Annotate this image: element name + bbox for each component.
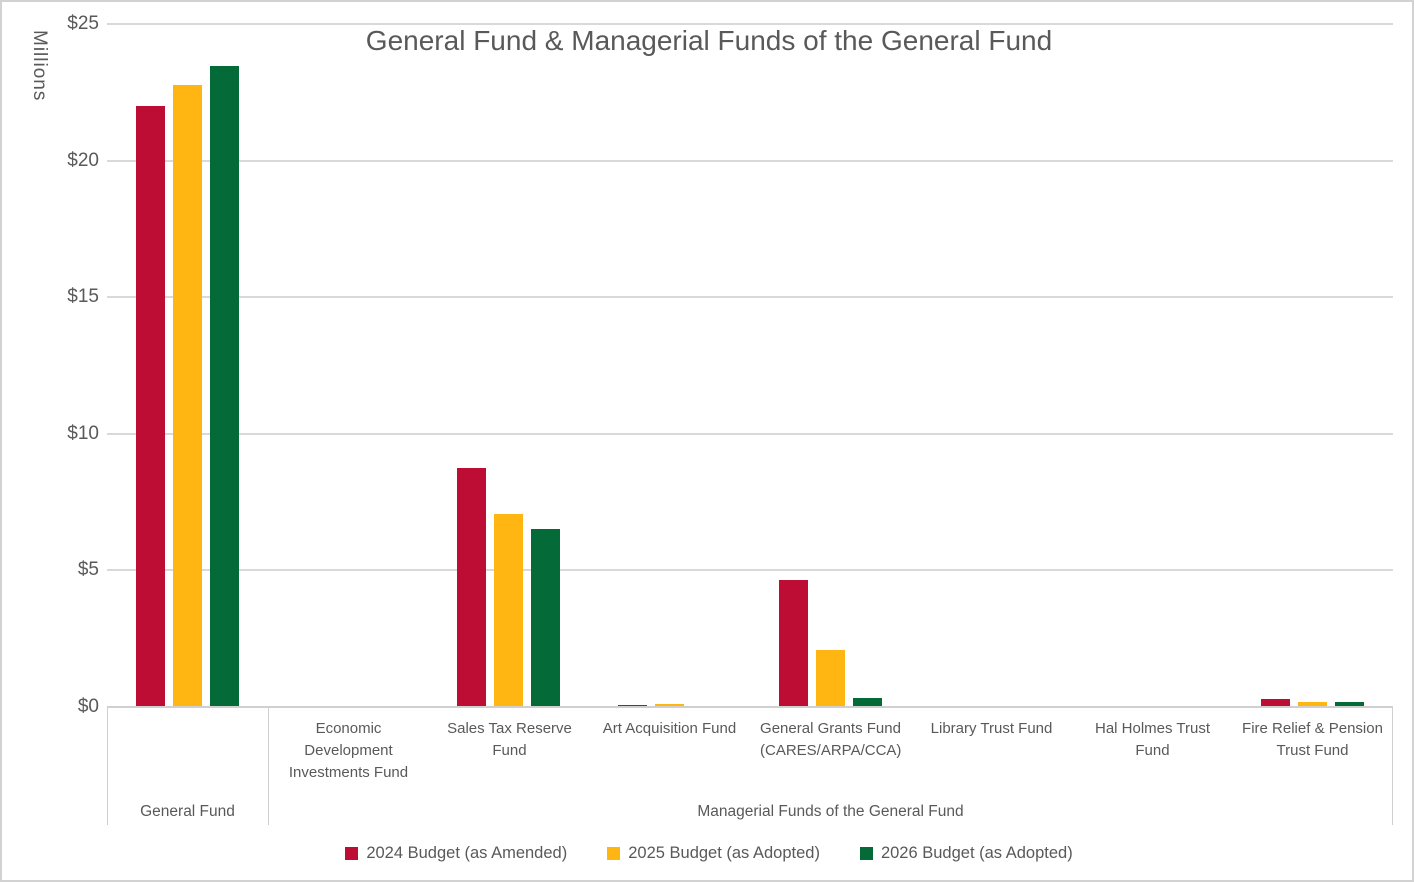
category-label: Sales Tax Reserve Fund <box>447 720 572 759</box>
category-label: General Grants Fund (CARES/ARPA/CCA) <box>760 720 902 759</box>
bar <box>1335 702 1364 707</box>
bar <box>779 580 808 707</box>
category-divider <box>107 707 108 825</box>
legend: 2024 Budget (as Amended) 2025 Budget (as … <box>2 844 1412 863</box>
gridline <box>107 569 1393 572</box>
y-axis-tick-label: $0 <box>77 696 99 717</box>
bar <box>531 529 560 707</box>
bar <box>1298 702 1327 707</box>
category-label: Fire Relief & Pension Trust Fund <box>1242 720 1383 759</box>
gridline <box>107 23 1393 25</box>
y-axis-tick-label: $20 <box>67 149 99 171</box>
bar <box>494 514 523 707</box>
y-axis-tick-label: $5 <box>77 559 99 581</box>
legend-label: 2026 Budget (as Adopted) <box>880 844 1073 862</box>
category-divider <box>268 707 269 825</box>
category-label: Hal Holmes Trust Fund <box>1094 720 1211 759</box>
legend-item: 2026 Budget (as Adopted) <box>859 844 1073 863</box>
legend-swatch <box>345 847 359 860</box>
legend-item: 2025 Budget (as Adopted) <box>607 844 820 863</box>
legend-label: 2024 Budget (as Amended) <box>366 844 568 862</box>
bar <box>173 85 202 707</box>
y-axis-tick-label: $25 <box>67 13 99 34</box>
chart-title: General Fund & Managerial Funds of the G… <box>365 25 1053 56</box>
bar <box>210 66 239 707</box>
y-axis-unit-label: Millions <box>29 30 50 102</box>
legend-label: 2025 Budget (as Adopted) <box>628 844 820 862</box>
y-axis-tick-label: $15 <box>67 286 99 308</box>
gridline <box>107 296 1393 299</box>
category-group-label: Managerial Funds of the General Fund <box>697 803 964 820</box>
bar <box>853 698 882 707</box>
bar <box>1261 699 1290 707</box>
category-label: Art Acquisition Fund <box>602 720 737 737</box>
bar <box>655 704 684 707</box>
y-axis-tick-label: $10 <box>67 422 99 444</box>
bar <box>816 650 845 707</box>
category-group-label: General Fund <box>140 803 235 820</box>
legend-swatch <box>859 847 873 860</box>
legend-swatch <box>607 847 621 860</box>
legend-item: 2024 Budget (as Amended) <box>345 844 567 863</box>
category-label: Economic Development Investments Fund <box>288 720 409 781</box>
category-label: Library Trust Fund <box>930 720 1053 737</box>
bar <box>457 468 486 707</box>
x-axis-line <box>107 706 1393 708</box>
gridline <box>107 159 1393 162</box>
gridline <box>107 432 1393 435</box>
category-divider <box>1392 707 1393 825</box>
bar <box>136 106 165 707</box>
